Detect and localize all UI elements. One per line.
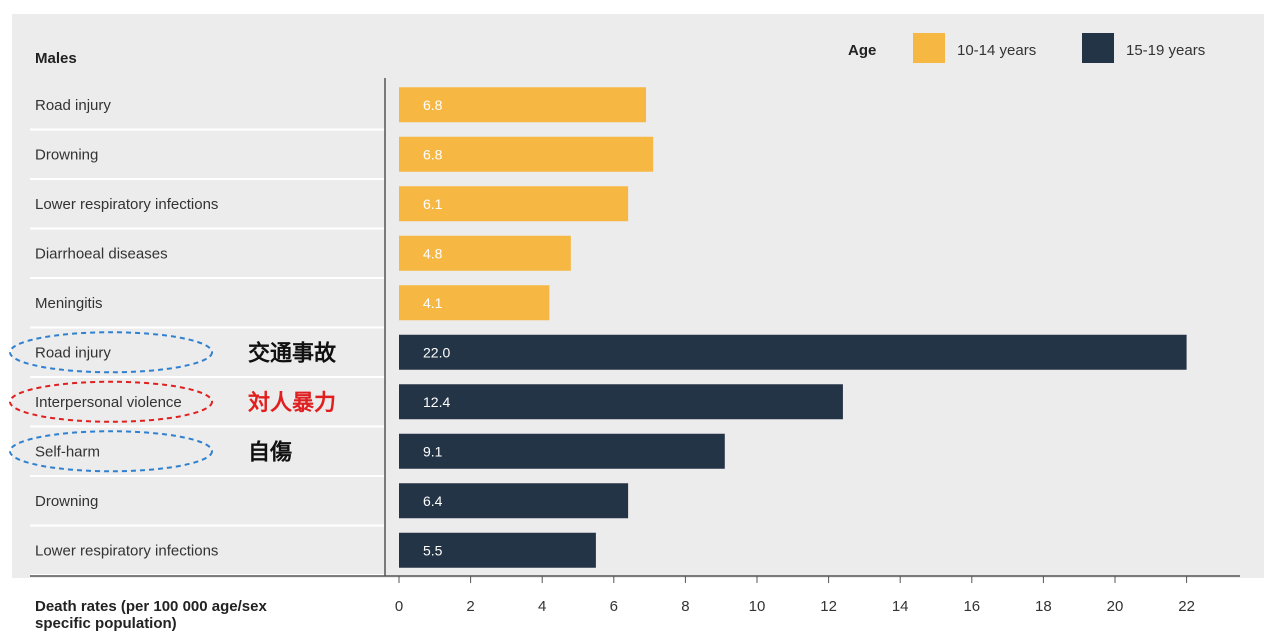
x-tick-label: 6 <box>610 598 618 615</box>
annotation-ellipse <box>9 380 213 423</box>
x-axis-ticks: 0 2 4 6 8 10 12 14 16 18 20 22 <box>395 576 1195 615</box>
bar-value-label: 9.1 <box>423 443 443 459</box>
x-tick-label: 16 <box>963 598 980 615</box>
bar-value-label: 6.1 <box>423 196 443 212</box>
category-label: Lower respiratory infections <box>35 542 218 559</box>
bar <box>399 285 550 321</box>
bar <box>399 87 647 123</box>
category-label: Interpersonal violence <box>35 394 182 411</box>
legend-swatch-15-19 <box>1082 33 1114 63</box>
bars: 6.8 6.8 6.1 4.8 4.1 22.0 12.4 9.1 6.4 5.5 <box>399 87 1187 568</box>
bar <box>399 334 1187 370</box>
category-label: Drowning <box>35 146 98 163</box>
x-tick-label: 4 <box>538 598 546 615</box>
annotation-ellipse <box>9 430 213 473</box>
category-label: Meningitis <box>35 295 103 312</box>
bar-value-label: 5.5 <box>423 542 443 558</box>
x-tick-label: 20 <box>1107 598 1124 615</box>
annotation-ellipse <box>9 331 213 374</box>
bar-value-label: 4.8 <box>423 245 443 261</box>
legend-swatch-10-14 <box>913 33 945 63</box>
x-tick-label: 18 <box>1035 598 1052 615</box>
x-tick-label: 8 <box>681 598 689 615</box>
x-tick-label: 22 <box>1178 598 1195 615</box>
legend-label-15-19: 15-19 years <box>1126 42 1205 59</box>
legend-label-10-14: 10-14 years <box>957 42 1036 59</box>
annotation-label: 対人暴力 <box>248 391 336 416</box>
x-tick-label: 12 <box>820 598 837 615</box>
bar-value-label: 12.4 <box>423 394 450 410</box>
footer-label-line1: Death rates (per 100 000 age/sex <box>35 598 267 615</box>
category-label: Drowning <box>35 493 98 510</box>
bar-value-label: 4.1 <box>423 295 443 311</box>
bar <box>399 384 843 420</box>
annotation-label: 自傷 <box>248 439 292 465</box>
x-tick-label: 14 <box>892 598 909 615</box>
category-label: Road injury <box>35 344 111 361</box>
category-label: Self-harm <box>35 443 100 460</box>
bar <box>399 483 629 519</box>
x-tick-label: 2 <box>466 598 474 615</box>
bar <box>399 186 629 222</box>
legend: Age 10-14 years 15-19 years <box>848 33 1205 63</box>
footer-label-line2: specific population) <box>35 615 177 632</box>
bar-value-label: 6.4 <box>423 493 443 509</box>
category-label: Lower respiratory infections <box>35 196 218 213</box>
bar-value-label: 6.8 <box>423 97 443 113</box>
bar-value-label: 22.0 <box>423 344 450 360</box>
row-separators <box>30 128 385 576</box>
bar <box>399 136 654 172</box>
annotation-label: 交通事故 <box>248 340 337 366</box>
panel-title: Males <box>35 50 77 67</box>
x-tick-label: 0 <box>395 598 403 615</box>
category-labels: Road injury Drowning Lower respiratory inf… <box>35 97 218 560</box>
bar <box>399 532 596 568</box>
category-label: Diarrhoeal diseases <box>35 245 168 262</box>
bar <box>399 235 571 271</box>
legend-title: Age <box>848 42 876 59</box>
bar-value-label: 6.8 <box>423 146 443 162</box>
x-tick-label: 10 <box>749 598 766 615</box>
bar <box>399 433 725 469</box>
category-label: Road injury <box>35 97 111 114</box>
